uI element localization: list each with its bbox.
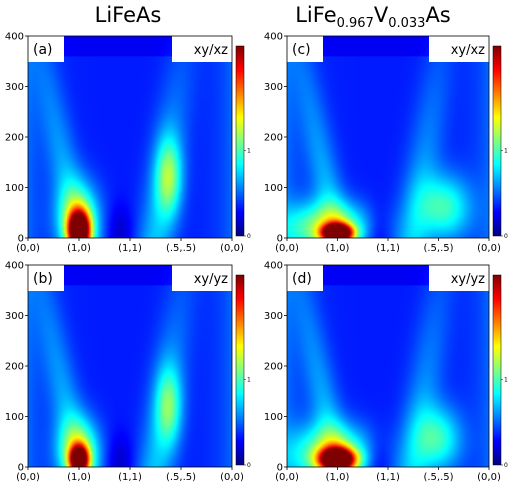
orbital-label: xy/yz xyxy=(451,272,485,287)
orbital-label-box xyxy=(172,265,232,291)
x-tick-label: (0,0) xyxy=(220,472,244,483)
panel-label-box xyxy=(28,36,64,62)
title-right-sub-2: 0.033 xyxy=(388,16,425,31)
x-tick-label: (1,0) xyxy=(326,243,350,254)
colorbar-tick-label: 0 xyxy=(504,233,508,240)
panel-label-box xyxy=(287,265,323,291)
x-tick-label: (.5,.5) xyxy=(423,243,453,254)
panel-label: (c) xyxy=(292,42,311,58)
title-lifev-as: LiFe0.967V0.033As xyxy=(295,3,451,31)
x-tick-label: (1,1) xyxy=(376,472,400,483)
x-tick-label: (0,0) xyxy=(275,472,299,483)
orbital-label: xy/xz xyxy=(194,43,228,58)
x-tick-label: (1,1) xyxy=(118,472,142,483)
x-tick-label: (0,0) xyxy=(477,472,501,483)
x-tick-label: (0,0) xyxy=(477,243,501,254)
x-tick-label: (1,0) xyxy=(67,243,91,254)
heatmap-image xyxy=(28,265,232,467)
x-tick-label: (.5,.5) xyxy=(166,472,196,483)
y-tick-label: 300 xyxy=(5,311,24,322)
colorbar-tick-label: 1 xyxy=(247,377,251,384)
orbital-label: xy/xz xyxy=(451,43,485,58)
colorbar xyxy=(235,274,245,466)
y-tick-label: 200 xyxy=(264,362,283,373)
x-tick-label: (0,0) xyxy=(220,243,244,254)
title-right-base-1: LiFe xyxy=(295,3,336,27)
x-tick-label: (0,0) xyxy=(16,472,40,483)
colorbar xyxy=(492,45,502,237)
y-tick-label: 100 xyxy=(264,412,283,423)
panel-b: (b) xy/yz 0 100 200 300 400 (0,0) (1,0) (1,1) (.5,… xyxy=(5,261,251,483)
y-tick-label: 0 xyxy=(18,463,24,474)
panel-c: (c) xy/xz 0 100 200 300 400 (0,0) (1,0) (1,1) (.5,… xyxy=(264,32,508,255)
colorbar-tick-label: 1 xyxy=(504,377,508,384)
x-tick-label: (1,1) xyxy=(118,243,142,254)
colorbar xyxy=(235,45,245,237)
panel-label-box xyxy=(287,36,323,62)
heatmap-image xyxy=(287,265,489,467)
colorbar-tick-label: 1 xyxy=(504,148,508,155)
panel-label: (d) xyxy=(292,271,312,287)
y-tick-label: 0 xyxy=(277,234,283,245)
title-right-base-3: As xyxy=(425,3,450,27)
panel-label: (a) xyxy=(33,42,53,58)
y-tick-label: 100 xyxy=(5,183,24,194)
y-tick-label: 400 xyxy=(264,261,283,272)
y-tick-label: 200 xyxy=(264,133,283,144)
y-tick-label: 400 xyxy=(5,261,24,272)
x-tick-label: (1,0) xyxy=(326,472,350,483)
title-lifeas: LiFeAs xyxy=(95,3,162,27)
heatmap-image xyxy=(28,36,232,238)
x-tick-label: (1,0) xyxy=(67,472,91,483)
y-tick-label: 0 xyxy=(277,463,283,474)
x-tick-label: (0,0) xyxy=(275,243,299,254)
x-tick-label: (.5,.5) xyxy=(166,243,196,254)
orbital-label: xy/yz xyxy=(194,272,228,287)
y-tick-label: 0 xyxy=(18,234,24,245)
x-tick-label: (0,0) xyxy=(16,243,40,254)
heatmap-image xyxy=(287,36,489,238)
panel-d: (d) xy/yz 0 100 200 300 400 (0,0) (1,0) (1,1) (.5,… xyxy=(264,261,508,483)
orbital-label-box xyxy=(429,265,489,291)
panel-label-box xyxy=(28,265,64,291)
orbital-label-box xyxy=(172,36,232,62)
y-tick-label: 400 xyxy=(5,32,24,43)
y-tick-label: 300 xyxy=(5,82,24,93)
y-tick-label: 300 xyxy=(264,311,283,322)
colorbar xyxy=(492,274,502,466)
title-right-base-2: V xyxy=(374,3,389,27)
y-tick-label: 200 xyxy=(5,133,24,144)
orbital-label-box xyxy=(429,36,489,62)
title-right-sub-1: 0.967 xyxy=(337,16,374,31)
x-tick-label: (.5,.5) xyxy=(423,472,453,483)
y-tick-label: 200 xyxy=(5,362,24,373)
colorbar-tick-label: 0 xyxy=(247,233,251,240)
panel-a: (a) xy/xz 0 100 200 300 400 (0,0) (1,0) (1,1) (.5,… xyxy=(5,32,251,255)
panel-label: (b) xyxy=(33,271,53,287)
x-tick-label: (1,1) xyxy=(376,243,400,254)
colorbar-tick-label: 0 xyxy=(247,462,251,469)
y-tick-label: 300 xyxy=(264,82,283,93)
colorbar-tick-label: 0 xyxy=(504,462,508,469)
y-tick-label: 100 xyxy=(264,183,283,194)
y-tick-label: 400 xyxy=(264,32,283,43)
y-tick-label: 100 xyxy=(5,412,24,423)
colorbar-tick-label: 1 xyxy=(247,148,251,155)
